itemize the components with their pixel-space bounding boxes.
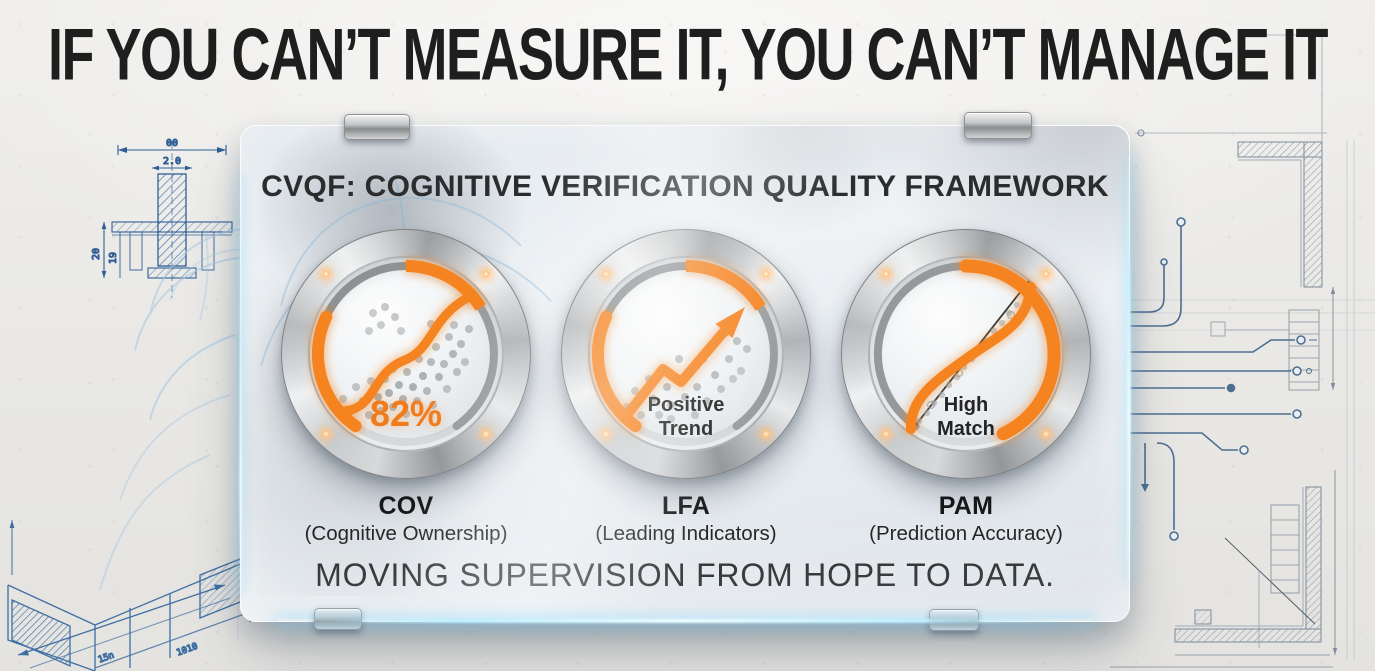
rising-arrow-icon [588,257,778,446]
gauge-lfa: Positive Trend LFA (Leading Indicators) [546,229,826,546]
blueprint-drawing-left: 00 2.0 20 19 [7,137,310,671]
dimension-label: 00 [166,138,178,149]
gauge-cov: 82% COV (Cognitive Ownership) [266,229,546,546]
metric-acronym: PAM [938,492,994,520]
gauge-reading: High Match [937,394,995,440]
bezel-light [481,269,491,279]
bezel-light [321,269,331,279]
bezel-light [761,429,771,439]
bezel-light [321,429,331,439]
wall-corner-top [1135,34,1336,391]
gauge-reading: Positive Trend [647,394,725,440]
bezel-light [601,429,611,439]
fit-curve-icon [873,256,1064,446]
gauge-reading: 82% [369,393,443,434]
metric-acronym: LFA [661,492,711,520]
bezel-light [481,429,491,439]
metric-full-name: (Leading Indicators) [595,522,777,545]
section-detail-drawing: 00 2.0 20 19 [90,137,233,298]
bezel-light [881,269,891,279]
metric-full-name: (Prediction Accuracy) [869,522,1063,545]
bezel-light [1041,429,1051,439]
dial: Positive Trend [561,229,811,479]
glass-panel: CVQF: COGNITIVE VERIFICATION QUALITY FRA… [239,112,1131,631]
bezel-light [601,269,611,279]
metal-clip [929,609,979,631]
bezel-light [761,269,771,279]
bezel-light [881,429,891,439]
metal-clip [344,114,410,140]
dimension-label: 15n [97,651,116,666]
circuit-traces [1120,217,1317,541]
dimension-label: 20 [91,248,102,260]
metric-full-name: (Cognitive Ownership) [304,522,508,545]
isometric-structure: 15n 1010 [7,520,251,671]
margin-lines [1346,140,1355,660]
dial: 82% [281,229,531,479]
dimension-label: 19 [108,252,119,264]
dial: High Match [841,229,1091,479]
gauge-pam: High Match PAM (Prediction Accuracy) [826,229,1106,546]
bezel-light [1041,269,1051,279]
headline: IF YOU CAN’T MEASURE IT, YOU CAN’T MANAG… [47,14,1329,96]
wall-corner-bottom [1110,470,1338,668]
scatter-trendline-icon [308,257,498,446]
panel-title: CVQF: COGNITIVE VERIFICATION QUALITY FRA… [261,170,1109,203]
metal-clip [314,608,362,630]
glass-shade [640,126,941,246]
metric-acronym: COV [378,492,434,520]
gauge-row: 82% COV (Cognitive Ownership) [266,229,1106,546]
worker-wireframe [99,227,310,640]
schematic-drawing-right [1075,34,1375,668]
dimension-label: 1010 [175,642,199,659]
dimension-label: 2.0 [163,156,181,167]
slogan: MOVING SUPERVISION FROM HOPE TO DATA. [315,557,1055,593]
metal-clip [964,112,1032,139]
